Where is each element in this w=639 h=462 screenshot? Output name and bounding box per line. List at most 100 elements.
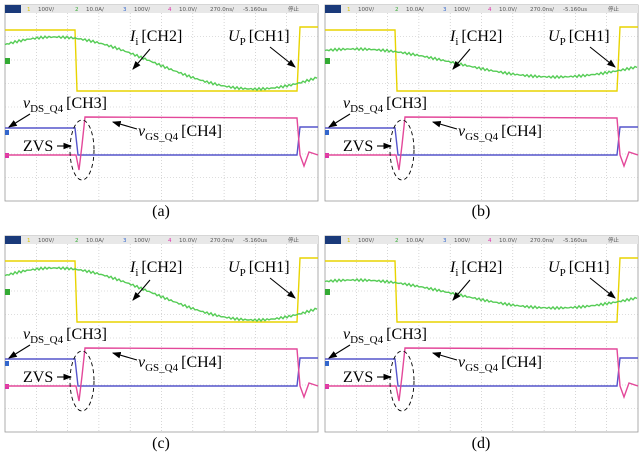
header-text: 270.0ns/ — [210, 238, 234, 244]
header-text: 1 — [27, 238, 31, 244]
header-text: 10.0A/ — [406, 7, 424, 13]
header-text: 3 — [443, 238, 447, 244]
zvs-label: ZVS — [23, 138, 53, 155]
header-text: 100V/ — [358, 238, 374, 244]
header-text: 100V/ — [38, 238, 54, 244]
label-channel: [CH1] — [249, 259, 290, 276]
header-text: -5.160us — [243, 7, 267, 13]
label-subscript: i — [455, 36, 458, 48]
channel-marker — [325, 289, 330, 295]
channel-marker — [5, 58, 10, 64]
label-subscript: P — [560, 36, 566, 48]
header-text: 100V/ — [134, 238, 150, 244]
header-text: 4 — [488, 7, 492, 13]
scope-panel: 1 100V/2 10.0A/3 100V/4 10.0V/270.0ns/ -5.160… — [5, 5, 318, 201]
header-text: -5.160us — [563, 7, 587, 13]
label-subscript: DS_Q4 — [30, 103, 64, 115]
header-text: 4 — [168, 238, 172, 244]
header-text: 10.0V/ — [179, 238, 197, 244]
header-text: 4 — [168, 7, 172, 13]
header-text: 100V/ — [454, 238, 470, 244]
zvs-label: ZVS — [343, 369, 373, 386]
header-logo — [325, 5, 341, 13]
scope-panel: 1 100V/2 10.0A/3 100V/4 10.0V/270.0ns/ -5.160… — [5, 236, 318, 432]
label-channel: [CH1] — [569, 28, 610, 45]
label-channel: [CH2] — [461, 259, 502, 276]
channel-marker — [325, 58, 330, 64]
label-subscript: P — [240, 36, 246, 48]
header-text: 10.0A/ — [86, 7, 104, 13]
header-text: 2 — [75, 7, 79, 13]
label-subscript: DS_Q4 — [350, 334, 384, 346]
channel-marker — [325, 361, 329, 366]
label-subscript: i — [455, 267, 458, 279]
label-channel: [CH4] — [501, 354, 542, 371]
header-text: 10.0V/ — [499, 238, 517, 244]
header-text: 2 — [75, 238, 79, 244]
header-text: 3 — [123, 238, 127, 244]
header-text: 270.0ns/ — [210, 7, 234, 13]
header-text: 100V/ — [134, 7, 150, 13]
label-subscript: P — [560, 267, 566, 279]
header-text: 停止 — [288, 5, 300, 13]
header-text: 10.0A/ — [406, 238, 424, 244]
header-logo — [5, 5, 21, 13]
header-text: 10.0A/ — [86, 238, 104, 244]
channel-marker — [5, 361, 9, 366]
zvs-label: ZVS — [343, 138, 373, 155]
panel-caption: (a) — [152, 203, 170, 220]
header-logo — [325, 236, 341, 244]
scope-panel: 1 100V/2 10.0A/3 100V/4 10.0V/270.0ns/ -5.160… — [325, 236, 638, 432]
channel-marker — [5, 289, 10, 295]
label-channel: [CH2] — [141, 28, 182, 45]
label-channel: [CH2] — [141, 259, 182, 276]
label-channel: [CH3] — [66, 95, 107, 112]
header-text: 2 — [395, 238, 399, 244]
label-channel: [CH4] — [181, 354, 222, 371]
label-channel: [CH1] — [249, 28, 290, 45]
header-text: 10.0V/ — [499, 7, 517, 13]
header-text: 2 — [395, 7, 399, 13]
header-text: 停止 — [608, 5, 620, 13]
label-subscript: GS_Q4 — [465, 362, 499, 374]
header-text: 1 — [347, 7, 351, 13]
header-text: 10.0V/ — [179, 7, 197, 13]
scope-panel: 1 100V/2 10.0A/3 100V/4 10.0V/270.0ns/ -5.160… — [325, 5, 638, 201]
panel-caption: (c) — [152, 435, 170, 452]
header-text: 100V/ — [38, 7, 54, 13]
header-text: 3 — [123, 7, 127, 13]
header-text: 270.0ns/ — [530, 238, 554, 244]
label-subscript: i — [135, 267, 138, 279]
header-text: 停止 — [288, 236, 300, 244]
header-logo — [5, 236, 21, 244]
label-subscript: GS_Q4 — [145, 362, 179, 374]
label-subscript: GS_Q4 — [145, 131, 179, 143]
header-text: 100V/ — [454, 7, 470, 13]
header-text: 1 — [347, 238, 351, 244]
label-channel: [CH4] — [181, 123, 222, 140]
label-channel: [CH3] — [386, 326, 427, 343]
label-channel: [CH3] — [66, 326, 107, 343]
panel-caption: (b) — [472, 203, 491, 220]
header-text: 270.0ns/ — [530, 7, 554, 13]
header-text: -5.160us — [243, 238, 267, 244]
label-subscript: DS_Q4 — [350, 103, 384, 115]
header-text: 1 — [27, 7, 31, 13]
panel-caption: (d) — [472, 435, 491, 452]
label-channel: [CH2] — [461, 28, 502, 45]
header-text: -5.160us — [563, 238, 587, 244]
label-subscript: i — [135, 36, 138, 48]
label-channel: [CH1] — [569, 259, 610, 276]
zvs-label: ZVS — [23, 369, 53, 386]
label-subscript: GS_Q4 — [465, 131, 499, 143]
header-text: 3 — [443, 7, 447, 13]
header-text: 100V/ — [358, 7, 374, 13]
header-text: 4 — [488, 238, 492, 244]
figure: 1 100V/2 10.0A/3 100V/4 10.0V/270.0ns/ -5.160… — [0, 0, 639, 462]
channel-marker — [325, 130, 329, 135]
label-channel: [CH4] — [501, 123, 542, 140]
label-subscript: DS_Q4 — [30, 334, 64, 346]
header-text: 停止 — [608, 236, 620, 244]
label-subscript: P — [240, 267, 246, 279]
channel-marker — [5, 130, 9, 135]
